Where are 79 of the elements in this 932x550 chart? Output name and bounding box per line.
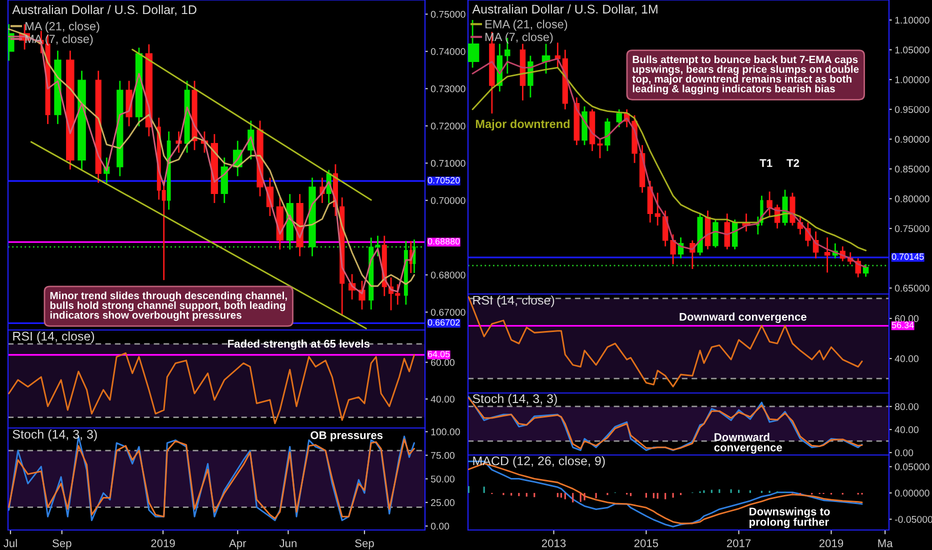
y-tick-label: 0.65000 — [894, 284, 930, 292]
x-tick-label: 2015 — [634, 539, 658, 548]
y-tick-label: 0.00 — [894, 449, 914, 456]
y-tick-label: 0.90000 — [894, 136, 930, 143]
y-tick-label: 0.72000 — [430, 122, 466, 130]
annotation: T1 — [760, 159, 772, 167]
candlestick — [766, 190, 772, 218]
y-tick-label: 75.00 — [431, 452, 455, 459]
x-tick-label: Ma — [878, 539, 893, 548]
candlestick — [616, 108, 622, 128]
y-tick-label: 0.73000 — [430, 85, 466, 92]
x-tick-label: 2019 — [151, 539, 175, 548]
y-tick-label: 0.80000 — [894, 195, 930, 202]
y-tick-label: 25.00 — [431, 499, 455, 506]
y-tick-label: 80.00 — [894, 403, 919, 410]
y-tick-label: 60.00 — [431, 359, 455, 366]
y-tick-label: 40.00 — [430, 396, 455, 403]
x-tick-label: Jun — [279, 539, 296, 548]
chart-title: Stoch (14, 3, 3) — [472, 394, 557, 406]
ref-line-label: 56.34 — [892, 322, 914, 328]
y-tick-label: 0.67000 — [430, 308, 466, 316]
y-tick-label: 0.00 — [430, 522, 450, 530]
ref-line-label: 64.05 — [428, 350, 450, 358]
y-tick-label: 1.10000 — [895, 16, 930, 24]
annotation: Minor trend slides through descending channel, bulls hold strong channel support, both leading indicators show overbought pressures — [50, 292, 287, 321]
ref-line-label: 0.68880 — [428, 238, 460, 245]
chart-title: MACD (12, 26, close, 9) — [473, 456, 605, 468]
annotation: T2 — [786, 159, 800, 167]
y-tick-label: 0.75000 — [430, 10, 466, 18]
chart-title: Australian Dollar / U.S. Dollar, 1M — [472, 4, 658, 16]
y-tick-label: 0.85000 — [894, 166, 930, 173]
candlestick — [724, 212, 730, 250]
legend-label: MA (21, close) — [25, 22, 100, 33]
line-series — [8, 352, 415, 424]
x-tick-label: Sep — [52, 539, 72, 550]
y-tick-label: 40.00 — [894, 426, 919, 434]
x-tick-label: Apr — [229, 539, 246, 550]
y-tick-label: 0.68000 — [430, 272, 466, 278]
ref-line-label: 0.70145 — [892, 253, 924, 260]
annotation: Bulls attempt to bounce back but 7-EMA caps upswings, bears drag price slumps on double top, major downtrend remains intact as both leading & lagging indicators bearish bias — [632, 56, 859, 94]
annotation: OB pressures — [310, 431, 383, 442]
y-tick-label: 1.00000 — [895, 76, 930, 84]
annotation: Downward convergence — [714, 432, 782, 454]
y-tick-label: 100.00 — [431, 428, 460, 436]
chart-title: Stoch (14, 3, 3) — [12, 430, 97, 442]
ref-line-label: 0.66702 — [428, 319, 460, 326]
candlestick — [597, 138, 603, 159]
candlestick — [824, 236, 830, 274]
candlestick — [604, 118, 610, 152]
annotation: Major downtrend — [476, 119, 570, 130]
y-tick-label: 0.95000 — [894, 106, 930, 113]
y-tick-label: 50.00 — [430, 476, 455, 482]
y-tick-label: 40.00 — [894, 355, 919, 362]
ref-line-label: 0.70520 — [428, 177, 460, 184]
y-tick-label: 0.05000 — [894, 463, 930, 470]
chart-title: Australian Dollar / U.S. Dollar, 1D — [12, 4, 196, 16]
x-tick-label: 2019 — [819, 539, 844, 548]
y-tick-label: 0.75000 — [894, 225, 930, 232]
annotation: Faded strength at 65 levels — [228, 339, 370, 350]
chart-title: RSI (14, close) — [473, 295, 554, 308]
x-tick-label: 2017 — [726, 539, 751, 548]
candlestick — [862, 264, 869, 278]
candlestick — [528, 55, 534, 98]
y-tick-label: 1.05000 — [895, 46, 930, 54]
candlestick — [712, 218, 718, 248]
y-tick-label: 0.00000 — [894, 490, 930, 497]
annotation: Downward convergence — [680, 312, 806, 323]
x-tick-label: 2013 — [542, 539, 566, 548]
line-series — [468, 296, 863, 388]
annotation: Downswings to prolong further — [750, 507, 830, 528]
y-tick-label: 0.74000 — [430, 48, 466, 56]
candlestick — [670, 234, 676, 265]
legend-label: EMA (21, close) — [485, 20, 568, 31]
y-tick-label: 0.70000 — [430, 197, 466, 204]
y-tick-label: 0.71000 — [430, 160, 466, 167]
chart-title: RSI (14, close) — [13, 331, 94, 344]
x-tick-label: Jul — [4, 539, 17, 548]
x-tick-label: Sep — [355, 539, 374, 550]
candlestick — [654, 192, 660, 226]
